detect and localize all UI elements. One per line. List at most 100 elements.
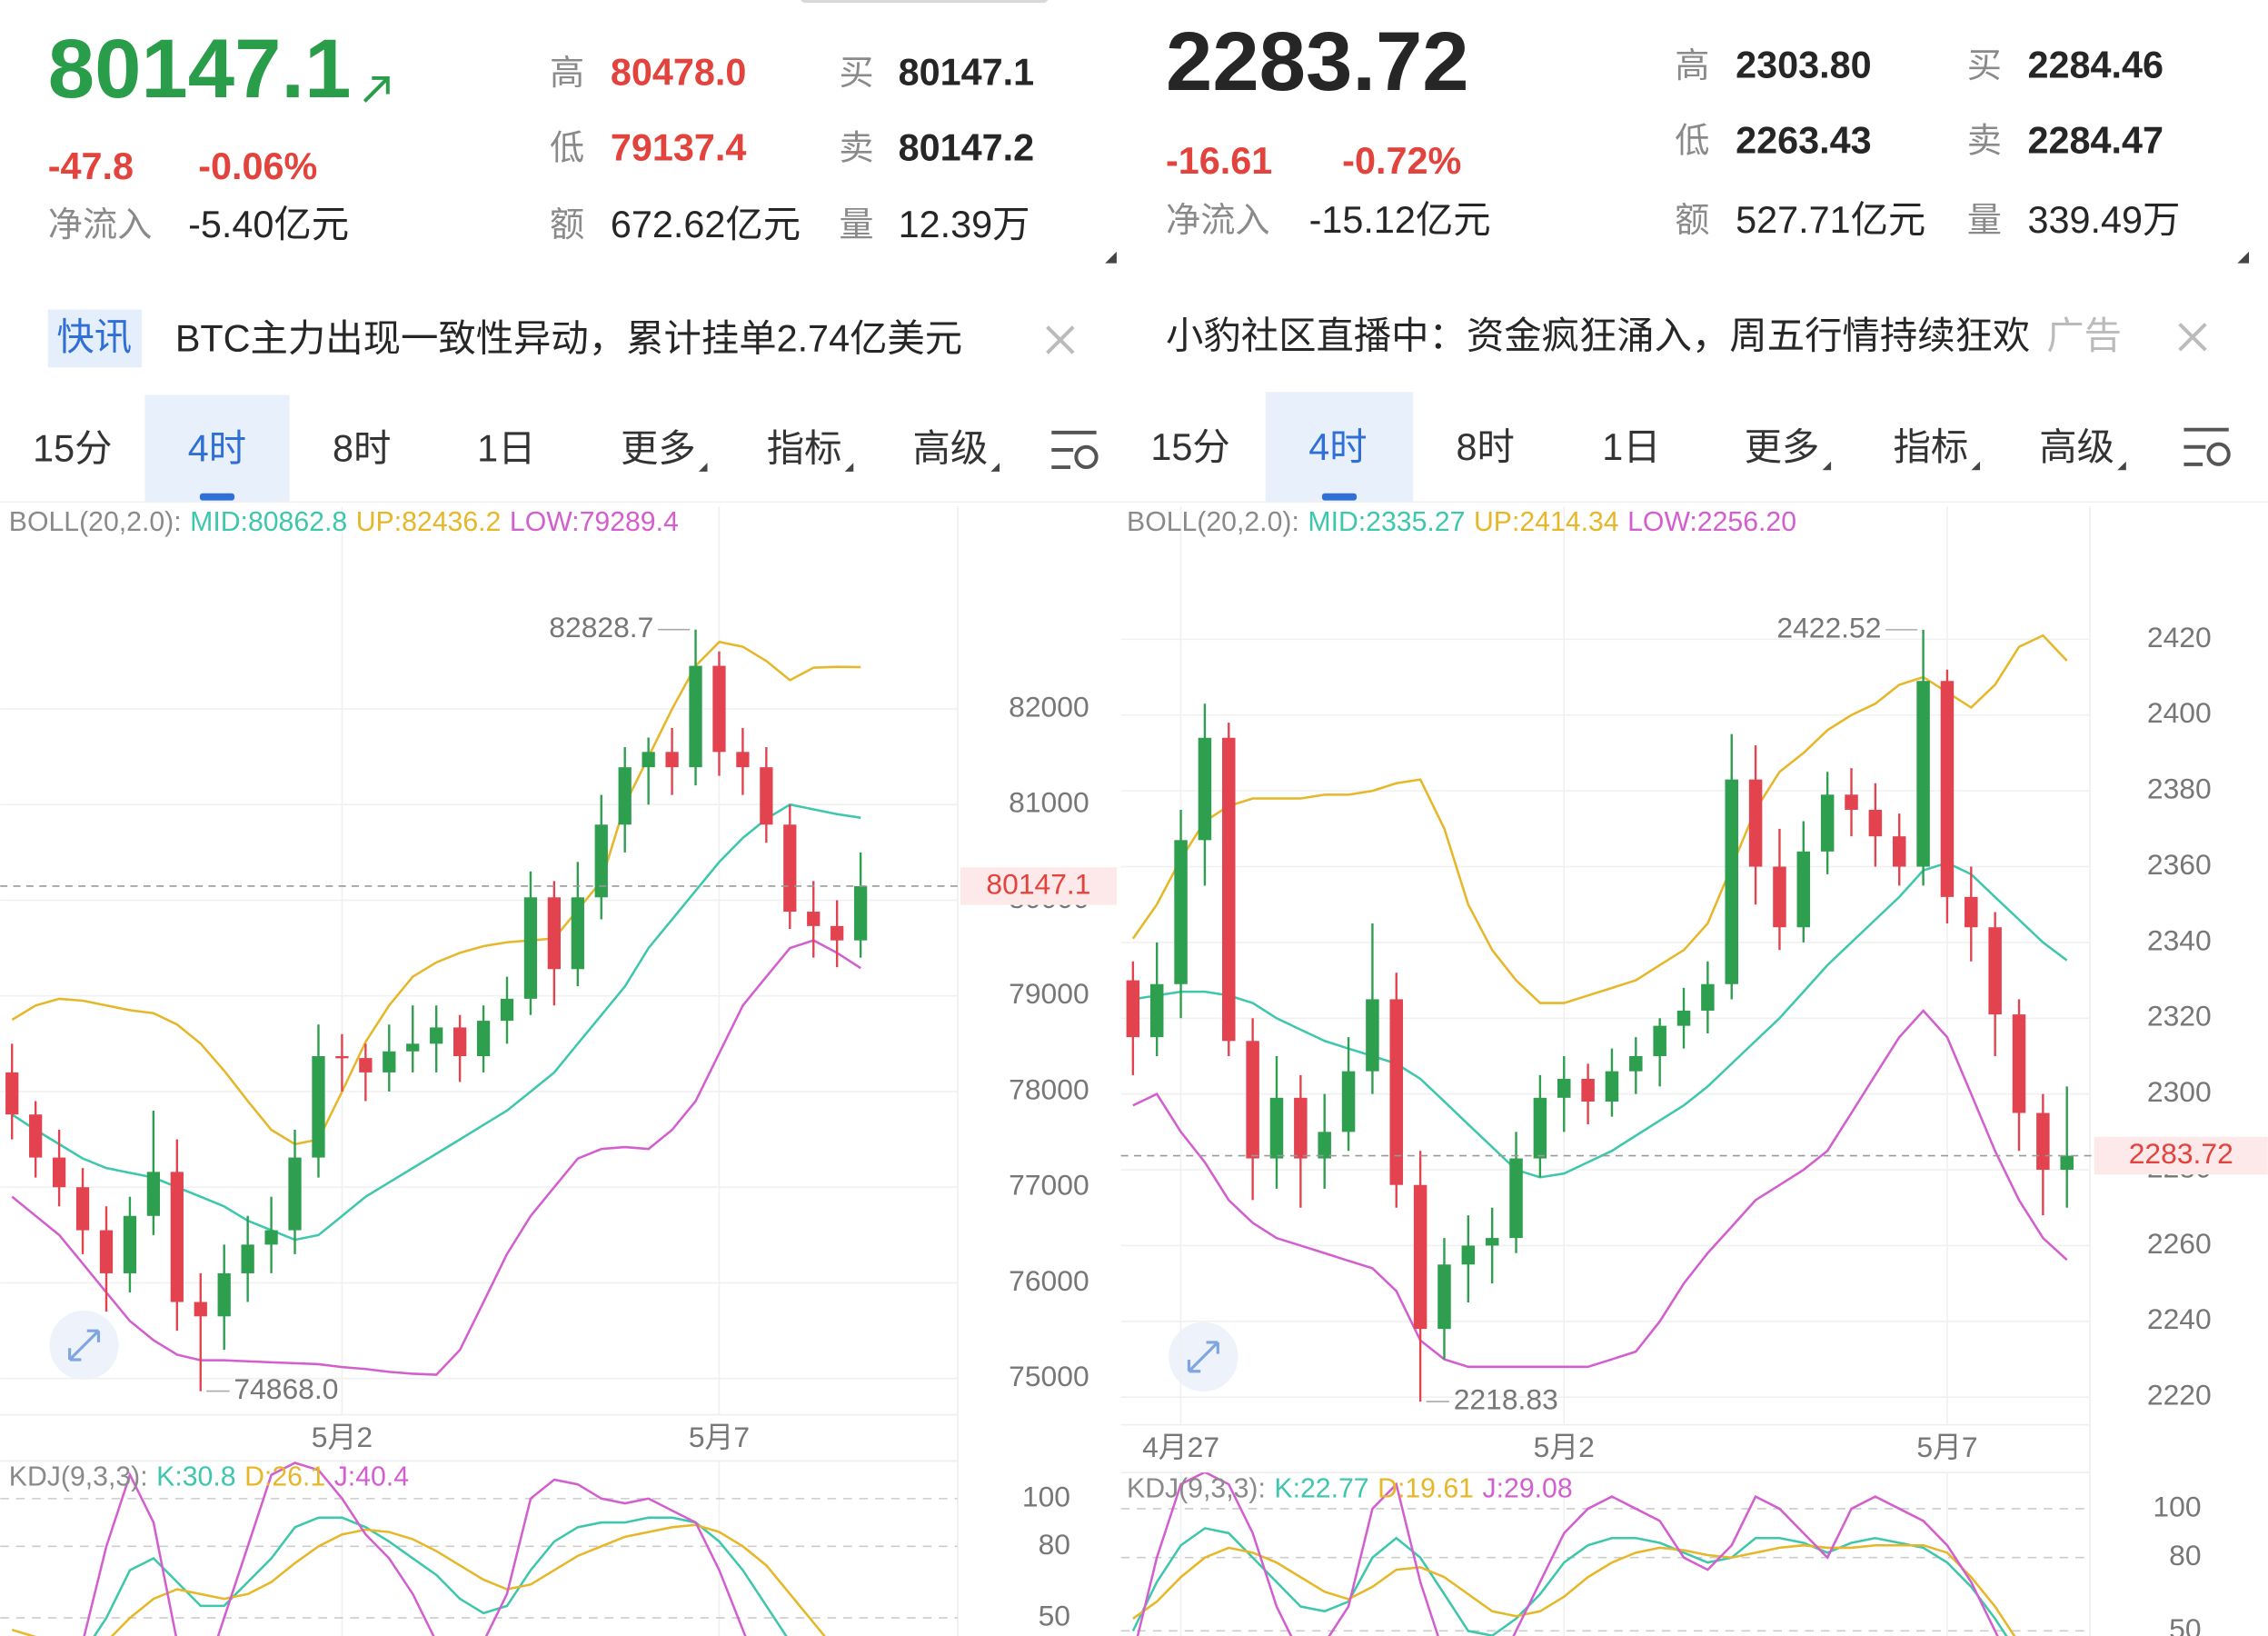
y-tick-label: 82000 xyxy=(1009,690,1089,723)
candle-body xyxy=(807,912,821,926)
candle-body xyxy=(547,897,562,970)
legend-item: BOLL(20,2.0): xyxy=(1127,507,1299,537)
fullscreen-button[interactable] xyxy=(49,1310,119,1381)
legend-item: K:30.8 xyxy=(156,1462,235,1492)
close-button[interactable] xyxy=(2178,323,2207,352)
price: 2283.72 xyxy=(1166,14,1469,108)
y-tick-label: 80 xyxy=(2169,1539,2201,1571)
legend-item: D:19.61 xyxy=(1378,1473,1474,1503)
candle-body xyxy=(1868,809,1883,837)
y-tick-label: 81000 xyxy=(1009,786,1089,819)
kdj-j xyxy=(1136,1472,1999,1636)
boll-upper xyxy=(11,640,861,1146)
net-inflow-label: 净流入 xyxy=(48,205,153,244)
tab[interactable]: 15分 xyxy=(1150,426,1229,468)
tab[interactable]: 高级 xyxy=(2039,426,2114,468)
bid-label: 买 xyxy=(1967,46,2002,85)
amount-label: 额 xyxy=(1675,201,1709,240)
tab[interactable]: 4时 xyxy=(1308,426,1367,468)
candle-body xyxy=(194,1302,207,1317)
candle-body xyxy=(1222,737,1236,1042)
candle-body xyxy=(453,1027,467,1057)
candle-body xyxy=(2012,1014,2026,1113)
min-label: 74868.0 xyxy=(234,1372,338,1405)
tab[interactable]: 高级 xyxy=(913,427,989,469)
legend-item: LOW:79289.4 xyxy=(510,507,679,537)
candle-body xyxy=(476,1021,491,1057)
candle-body xyxy=(618,767,632,825)
candle-body xyxy=(170,1172,184,1302)
legend-item: MID:80862.8 xyxy=(190,507,347,537)
settings-icon[interactable] xyxy=(1051,430,1099,470)
candle-body xyxy=(1318,1132,1331,1159)
news-text[interactable]: 小豹社区直播中：资金疯狂涌入，周五行情持续狂欢 xyxy=(1166,314,2030,356)
candle-body xyxy=(99,1230,114,1273)
candle-body xyxy=(1294,1097,1308,1159)
tab-active-indicator xyxy=(199,493,235,501)
candle-body xyxy=(29,1114,43,1158)
max-label: 82828.7 xyxy=(549,611,653,643)
boll-upper xyxy=(1131,633,2068,1004)
candle-body xyxy=(1413,1184,1427,1330)
close-button[interactable] xyxy=(1046,325,1075,354)
candle-body xyxy=(1796,851,1811,928)
low: 2263.43 xyxy=(1736,119,1872,161)
candle-body xyxy=(1988,927,2002,1015)
tab[interactable]: 15分 xyxy=(33,427,112,469)
tab[interactable]: 指标 xyxy=(767,427,842,469)
dropdown-caret xyxy=(844,463,854,472)
volume: 12.39万 xyxy=(899,204,1030,245)
y-tick-label: 78000 xyxy=(1009,1072,1089,1105)
y-tick-label: 2300 xyxy=(2147,1075,2212,1108)
candle-body xyxy=(760,767,773,825)
net-inflow: -5.40亿元 xyxy=(188,204,349,245)
legend-item: J:40.4 xyxy=(334,1462,409,1492)
tab[interactable]: 8时 xyxy=(333,427,391,469)
tab[interactable]: 1日 xyxy=(477,427,535,469)
legend-item: J:29.08 xyxy=(1483,1473,1573,1503)
candle-body xyxy=(1557,1078,1571,1098)
x-tick-label: 5月7 xyxy=(1916,1431,1977,1463)
y-tick-label: 2260 xyxy=(2147,1227,2212,1260)
dropdown-caret xyxy=(2117,461,2126,471)
net-inflow-label: 净流入 xyxy=(1166,201,1270,240)
settings-icon[interactable] xyxy=(2183,427,2231,466)
legend-item: D:26.1 xyxy=(244,1462,325,1492)
expand-corner[interactable] xyxy=(1105,251,1117,264)
price: 80147.1 xyxy=(48,21,352,115)
legend-item: KDJ(9,3,3): xyxy=(9,1462,148,1492)
candle-body xyxy=(594,824,608,898)
y-tick-label: 76000 xyxy=(1009,1264,1089,1297)
candle-body xyxy=(1461,1245,1476,1265)
bid: 2284.46 xyxy=(2028,45,2164,86)
candle-body xyxy=(665,752,679,768)
tab[interactable]: 更多 xyxy=(1745,426,1820,468)
kdj-k xyxy=(93,1516,788,1636)
low-label: 低 xyxy=(550,129,584,168)
boll-mid xyxy=(1132,861,2068,1179)
candle-body xyxy=(2036,1112,2050,1171)
candle-body xyxy=(736,752,750,768)
candle-body xyxy=(1653,1025,1666,1056)
fullscreen-button[interactable] xyxy=(1169,1322,1238,1392)
candle-body xyxy=(1701,983,1715,1011)
candle-body xyxy=(430,1027,443,1044)
news-text[interactable]: BTC主力出现一致性异动，累计挂单2.74亿美元 xyxy=(175,318,962,360)
min-label: 2218.83 xyxy=(1454,1382,1558,1415)
tab[interactable]: 8时 xyxy=(1457,426,1515,468)
tab[interactable]: 4时 xyxy=(188,427,246,469)
tab[interactable]: 1日 xyxy=(1602,426,1660,468)
candle-body xyxy=(217,1272,231,1317)
candle-body xyxy=(500,998,514,1022)
candle-body xyxy=(689,665,702,768)
tab[interactable]: 指标 xyxy=(1894,426,1969,468)
y-tick-label: 50 xyxy=(1039,1599,1070,1631)
candle-body xyxy=(335,1056,349,1059)
y-tick-label: 2220 xyxy=(2147,1379,2212,1412)
candle-body xyxy=(241,1244,254,1273)
candle-body xyxy=(1605,1071,1619,1102)
expand-corner[interactable] xyxy=(2237,251,2250,264)
tab[interactable]: 更多 xyxy=(621,427,696,469)
candle-body xyxy=(2060,1155,2074,1171)
indicator-legend: BOLL(20,2.0): MID:2335.27 UP:2414.34 LOW:22… xyxy=(1127,507,1796,537)
